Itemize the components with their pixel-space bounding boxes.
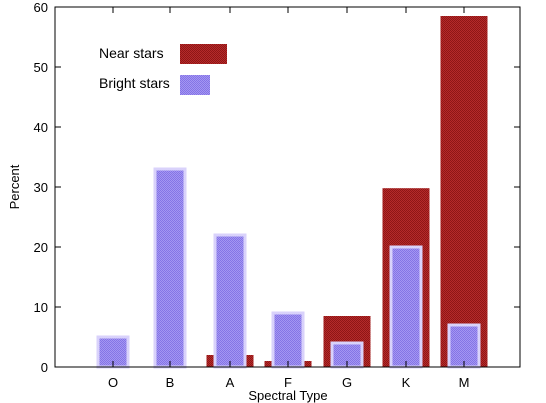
y-tick-label: 30: [34, 180, 48, 195]
y-axis-label: Percent: [7, 164, 22, 209]
bars-layer: [96, 16, 488, 369]
legend-swatch-near-stars: [180, 44, 227, 64]
y-tick-label: 0: [41, 360, 48, 375]
y-tick-label: 20: [34, 240, 48, 255]
x-tick-label-M: M: [459, 375, 470, 390]
legend-label-near-stars: Near stars: [99, 45, 164, 61]
bar-bright-stars-B: [153, 167, 187, 369]
legend: Near stars Bright stars: [99, 44, 227, 95]
bar-bright-stars-M: [447, 323, 481, 369]
y-tick-label: 50: [34, 60, 48, 75]
x-tick-label-K: K: [402, 375, 411, 390]
y-tick-label: 10: [34, 300, 48, 315]
x-tick-label-B: B: [166, 375, 175, 390]
bar-bright-stars-A: [213, 233, 247, 369]
legend-swatch-bright-stars: [180, 75, 210, 95]
bar-near-stars-M: [440, 16, 488, 367]
x-tick-label-G: G: [342, 375, 352, 390]
axes-layer: 0 10 20 30 40 50 60 O B A F G K M: [34, 0, 520, 390]
y-tick-label: 60: [34, 0, 48, 15]
x-tick-label-F: F: [284, 375, 292, 390]
bar-bright-stars-F: [271, 311, 305, 369]
bar-bright-stars-K: [389, 245, 423, 369]
legend-label-bright-stars: Bright stars: [99, 75, 170, 91]
y-tick-label: 40: [34, 120, 48, 135]
x-axis-label: Spectral Type: [248, 388, 327, 403]
x-tick-label-O: O: [108, 375, 118, 390]
x-tick-label-A: A: [226, 375, 235, 390]
